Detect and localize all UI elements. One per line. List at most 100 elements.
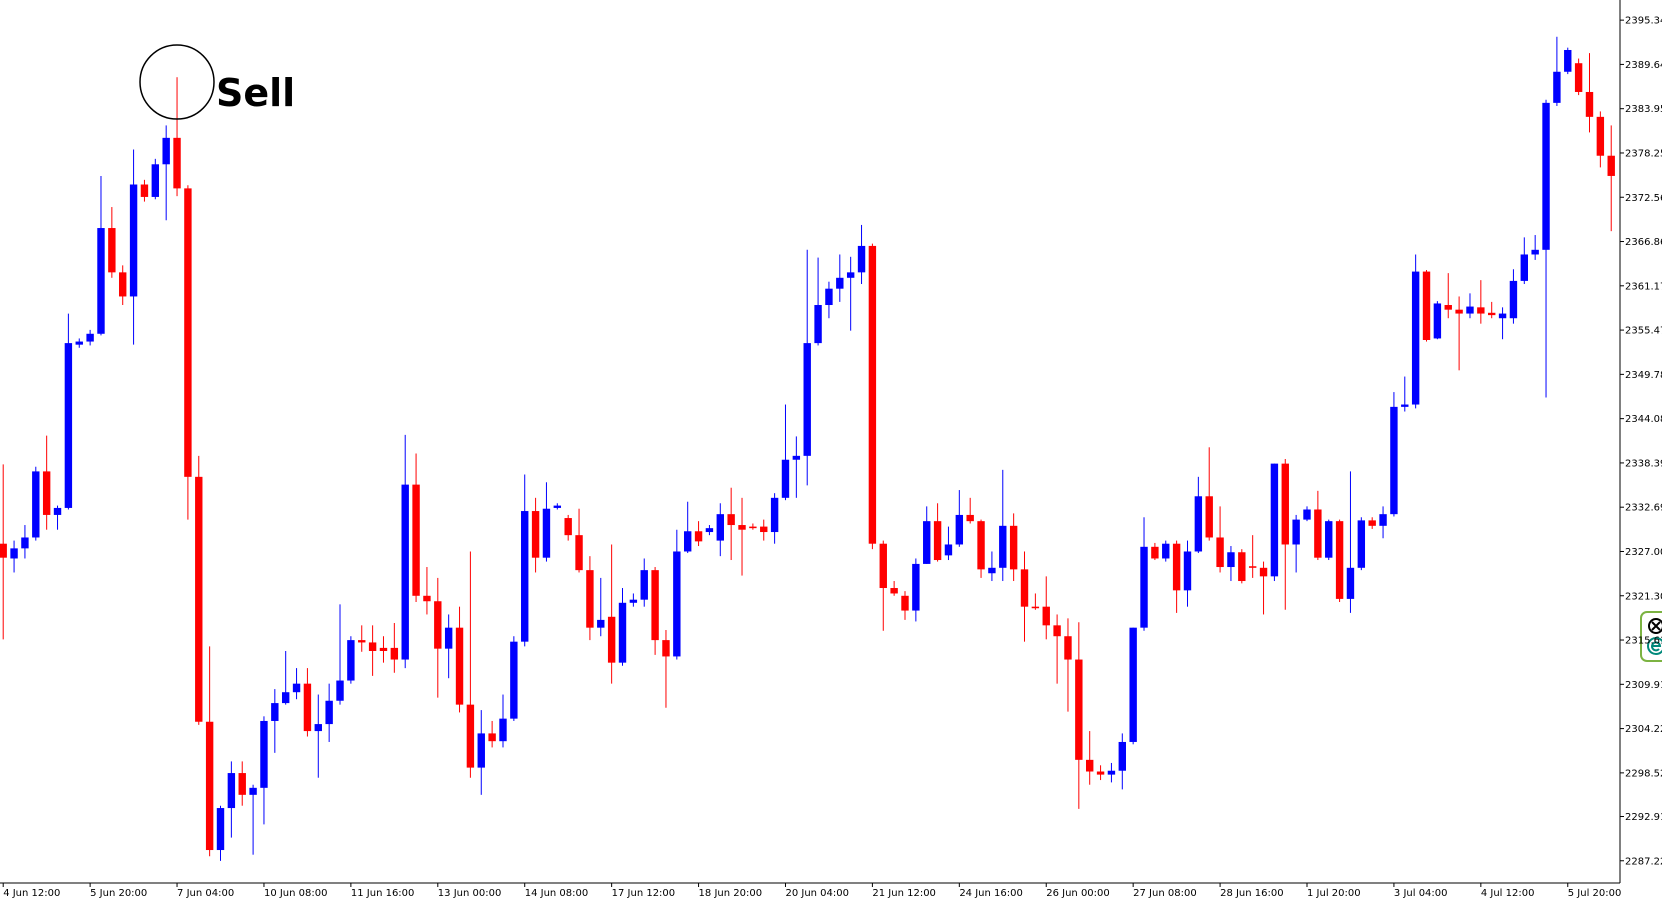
x-tick-label: 18 Jun 20:00 (699, 888, 763, 899)
side-widget[interactable] (1640, 611, 1662, 662)
candle-body (53, 507, 62, 515)
candle-body (1433, 303, 1442, 339)
y-tick-label: 2338.390 (1625, 458, 1662, 469)
candle-body (1488, 312, 1496, 316)
x-tick-label: 17 Jun 12:00 (612, 888, 676, 899)
candle-body (455, 627, 464, 705)
x-tick-label: 14 Jun 08:00 (525, 888, 589, 899)
candle-body (749, 526, 757, 529)
y-tick-label: 2372.560 (1625, 193, 1662, 204)
candle-body (368, 642, 377, 651)
candle-body (1292, 519, 1300, 545)
x-tick-label: 5 Jun 20:00 (90, 888, 147, 899)
candle-body (173, 137, 181, 189)
candle-body (662, 640, 670, 657)
y-tick-label: 2361.170 (1625, 281, 1662, 292)
candle-body (1335, 521, 1344, 599)
annotation-circle (139, 44, 215, 120)
candle-body (75, 341, 83, 345)
candle-body (868, 245, 877, 544)
candle-body (195, 476, 203, 722)
candle-body (1216, 537, 1224, 568)
candle-body (890, 588, 898, 594)
candle-body (564, 518, 572, 536)
candle-body (444, 627, 453, 649)
candle-body (955, 514, 964, 545)
candle-body (694, 531, 703, 542)
candle-body (716, 514, 724, 541)
candle-body (1346, 567, 1355, 599)
y-tick-label: 2344.085 (1625, 414, 1662, 425)
candle-body (760, 526, 768, 533)
candle-body (1031, 606, 1040, 609)
candle-body (640, 570, 648, 600)
candle-body (966, 514, 974, 522)
candle-body (1553, 71, 1561, 103)
y-tick-label: 2298.525 (1625, 768, 1662, 779)
candle-body (1281, 463, 1289, 545)
candle-body (531, 511, 540, 558)
candle-body (1118, 741, 1126, 771)
candle-body (1053, 625, 1061, 637)
candle-body (434, 601, 442, 649)
candle-body (1270, 463, 1279, 577)
candle-body (825, 288, 833, 306)
candle-body (1194, 496, 1203, 552)
x-tick-label: 5 Jul 20:00 (1568, 888, 1622, 899)
candle-body (781, 459, 790, 498)
y-tick-label: 2378.255 (1625, 148, 1662, 159)
candle-body (1574, 63, 1583, 92)
candle-body (1325, 521, 1333, 558)
candle-body (1140, 546, 1148, 628)
y-tick-label: 2395.340 (1625, 16, 1662, 27)
candle-body (586, 570, 594, 628)
candle-body (1107, 770, 1116, 775)
candle-body (553, 505, 562, 508)
candle-body (1542, 102, 1550, 250)
plot-area (0, 36, 1615, 861)
candle-body (260, 720, 268, 788)
candle-body (629, 599, 638, 603)
y-tick-label: 2389.645 (1625, 60, 1662, 71)
candle-body (1238, 552, 1246, 582)
candle-body (390, 647, 399, 660)
y-tick-label: 2315.610 (1625, 636, 1662, 647)
y-tick-label: 2366.865 (1625, 237, 1662, 248)
candle-body (119, 272, 127, 297)
candle-body (846, 272, 855, 278)
candle-body (314, 724, 322, 732)
candle-body (977, 521, 985, 570)
candle-body (1259, 567, 1268, 577)
candle-body (249, 787, 257, 795)
candle-body (42, 471, 51, 515)
candle-body (423, 595, 431, 602)
y-tick-label: 2309.915 (1625, 680, 1662, 691)
candle-body (1390, 406, 1398, 515)
candle-body (1009, 525, 1018, 570)
candle-body (184, 188, 192, 477)
candle-body (1096, 771, 1105, 775)
candle-body (1498, 313, 1507, 319)
candle-body (933, 521, 942, 561)
candle-body (1607, 155, 1615, 176)
x-tick-label: 1 Jul 20:00 (1307, 888, 1361, 899)
candle-body (238, 773, 246, 795)
candle-body (1314, 509, 1322, 558)
candle-body (1020, 569, 1029, 607)
candle-body (1368, 520, 1376, 526)
candle-body (477, 733, 485, 768)
y-tick-label: 2327.000 (1625, 547, 1662, 558)
candle-body (1477, 307, 1485, 314)
candle-body (542, 508, 551, 558)
candle-body (32, 471, 40, 538)
candle-body (86, 333, 94, 342)
candle-body (651, 570, 659, 641)
candle-body (205, 721, 214, 851)
candle-body (738, 525, 746, 530)
x-tick-label: 24 Jun 16:00 (959, 888, 1023, 899)
candle-body (10, 548, 18, 559)
candle-body (618, 602, 627, 663)
candle-body (944, 544, 953, 556)
candle-body (347, 640, 355, 681)
